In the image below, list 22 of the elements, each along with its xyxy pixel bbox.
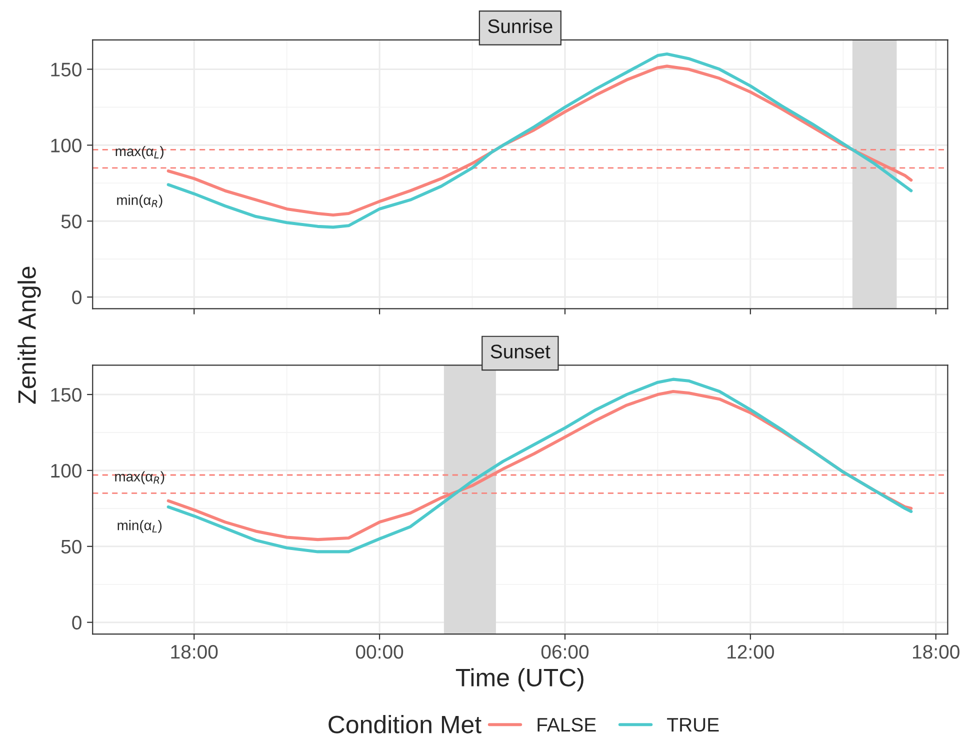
y-tick-label: 0 xyxy=(72,290,82,304)
x-tick-label: 18:00 xyxy=(913,644,960,659)
y-tick-label: 100 xyxy=(51,138,82,152)
y-tick-label: 0 xyxy=(72,616,82,630)
y-axis-title: Zenith Angle xyxy=(18,266,41,404)
ref-line-label: min(α$_{R}$) xyxy=(117,194,162,208)
y-tick-label: 150 xyxy=(51,62,82,76)
x-axis-title: Time (UTC) xyxy=(456,668,584,692)
legend-title: Condition Met xyxy=(328,715,482,734)
y-tick-label: 50 xyxy=(61,214,82,228)
x-tick-label: 06:00 xyxy=(541,644,589,659)
y-tick-label: 150 xyxy=(51,388,82,402)
ref-line-label: min(α$_{L}$) xyxy=(118,520,162,533)
chart-title: Sunset xyxy=(490,344,550,358)
x-tick-label: 12:00 xyxy=(728,644,774,659)
legend-label: TRUE xyxy=(667,718,719,732)
y-tick-label: 50 xyxy=(61,540,82,554)
y-tick-label: 100 xyxy=(51,464,82,478)
x-tick-label: 00:00 xyxy=(356,644,404,659)
chart-title: Sunrise xyxy=(488,18,552,34)
x-tick-label: 18:00 xyxy=(171,644,218,659)
legend-label: FALSE xyxy=(538,718,596,732)
